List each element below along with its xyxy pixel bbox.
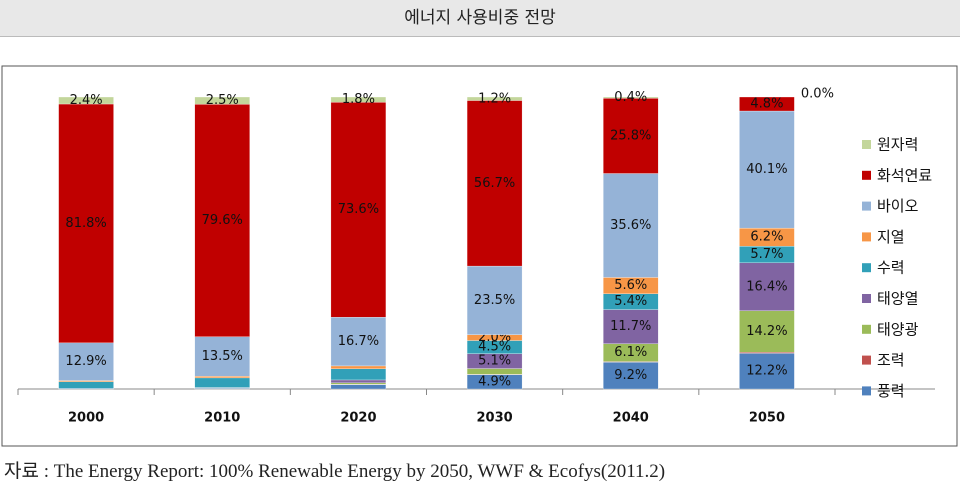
- bar-segment: [58, 103, 114, 344]
- data-label: 6.1%: [614, 345, 647, 360]
- data-label: 79.6%: [202, 213, 243, 228]
- bar-segment: [466, 96, 523, 101]
- legend-swatch: [862, 140, 871, 149]
- bar-segment: [739, 310, 795, 353]
- bar-segment: [330, 379, 387, 384]
- bar-segment: [58, 96, 114, 105]
- bar-segment: [466, 368, 523, 375]
- legend-swatch: [862, 232, 871, 242]
- data-label: 2.4%: [70, 93, 103, 108]
- legend-label: 조력: [877, 351, 905, 369]
- data-label: 35.6%: [610, 218, 651, 233]
- data-label: 9.2%: [614, 368, 647, 383]
- bar-segment: [603, 173, 659, 278]
- chart-frame: [1, 65, 958, 447]
- legend-swatch: [862, 386, 871, 396]
- legend-label: 태양열: [877, 290, 918, 308]
- bar-segment: [330, 382, 387, 385]
- bar-segment: [739, 262, 795, 311]
- data-label: 12.2%: [746, 364, 787, 379]
- data-label: 5.4%: [614, 294, 647, 309]
- data-label: 25.8%: [610, 128, 651, 143]
- legend-label: 바이오: [877, 197, 919, 215]
- data-label: 23.5%: [474, 293, 515, 308]
- data-label: 56.7%: [474, 176, 515, 191]
- x-tick-label: 2030: [476, 411, 512, 426]
- data-label: 73.6%: [338, 202, 379, 217]
- bar-segment: [330, 384, 387, 390]
- bar-segment: [330, 96, 387, 103]
- legend-swatch: [862, 263, 871, 273]
- legend-label: 지열: [877, 228, 905, 246]
- data-label: 5.7%: [750, 247, 783, 262]
- data-label: 40.1%: [746, 162, 787, 177]
- legend-swatch: [862, 324, 871, 334]
- x-tick-label: 2040: [613, 411, 649, 426]
- bar-segment: [194, 377, 250, 388]
- bar-segment: [330, 317, 387, 367]
- bar-segment: [194, 96, 250, 105]
- bar-segment: [330, 368, 387, 381]
- data-label: 81.8%: [65, 216, 106, 231]
- data-label: 4.8%: [750, 97, 783, 112]
- legend-label: 태양광: [877, 320, 919, 338]
- bar-segment: [466, 265, 523, 335]
- data-label: 5.6%: [614, 278, 647, 293]
- data-label: 0.0%: [801, 87, 834, 102]
- x-tick-label: 2020: [340, 411, 376, 426]
- data-label: 6.2%: [750, 230, 783, 245]
- bar-segment: [603, 98, 659, 174]
- data-label: 4.5%: [478, 340, 511, 355]
- bar-segment: [194, 376, 250, 379]
- x-tick-label: 2010: [204, 411, 240, 426]
- data-label: 1.8%: [342, 92, 375, 107]
- legend-label: 원자력: [877, 136, 918, 154]
- data-label: 1.2%: [478, 91, 511, 106]
- bar-segment: [194, 336, 250, 377]
- data-label: 16.7%: [338, 334, 379, 349]
- data-label: 14.2%: [746, 324, 787, 339]
- data-label: 4.9%: [478, 374, 511, 389]
- data-label: 11.7%: [610, 319, 651, 334]
- bar-segment: [603, 309, 659, 344]
- data-label: 16.4%: [746, 279, 787, 294]
- bar-segment: [603, 96, 659, 99]
- data-label: 2.5%: [206, 93, 239, 108]
- legend-label: 풍력: [877, 382, 905, 400]
- legend-swatch: [862, 294, 871, 303]
- bar-segment: [58, 380, 114, 382]
- bar-segment: [194, 104, 250, 337]
- bar-segment: [330, 365, 387, 370]
- legend-swatch: [862, 170, 871, 180]
- legend-swatch: [862, 201, 871, 211]
- bar-segment: [466, 100, 523, 267]
- bar-segment: [739, 110, 795, 229]
- data-label: 0.4%: [614, 90, 647, 105]
- bar-segment: [58, 342, 114, 381]
- data-label: 5.1%: [478, 354, 511, 369]
- data-label: 12.9%: [65, 354, 106, 369]
- x-tick-label: 2050: [749, 411, 785, 426]
- bar-segment: [739, 96, 795, 112]
- bar-segment: [58, 381, 114, 389]
- legend-label: 수력: [877, 259, 905, 277]
- legend-swatch: [862, 355, 871, 365]
- chart-title: 에너지 사용비중 전망: [0, 0, 960, 37]
- data-label: 13.5%: [202, 349, 243, 364]
- source-note: 자료 : The Energy Report: 100% Renewable E…: [4, 461, 666, 482]
- bar-segment: [739, 353, 795, 390]
- legend-label: 화석연료: [877, 166, 932, 184]
- bar-segment: [330, 102, 387, 318]
- bar-segment: [739, 352, 795, 354]
- x-tick-label: 2000: [68, 411, 104, 426]
